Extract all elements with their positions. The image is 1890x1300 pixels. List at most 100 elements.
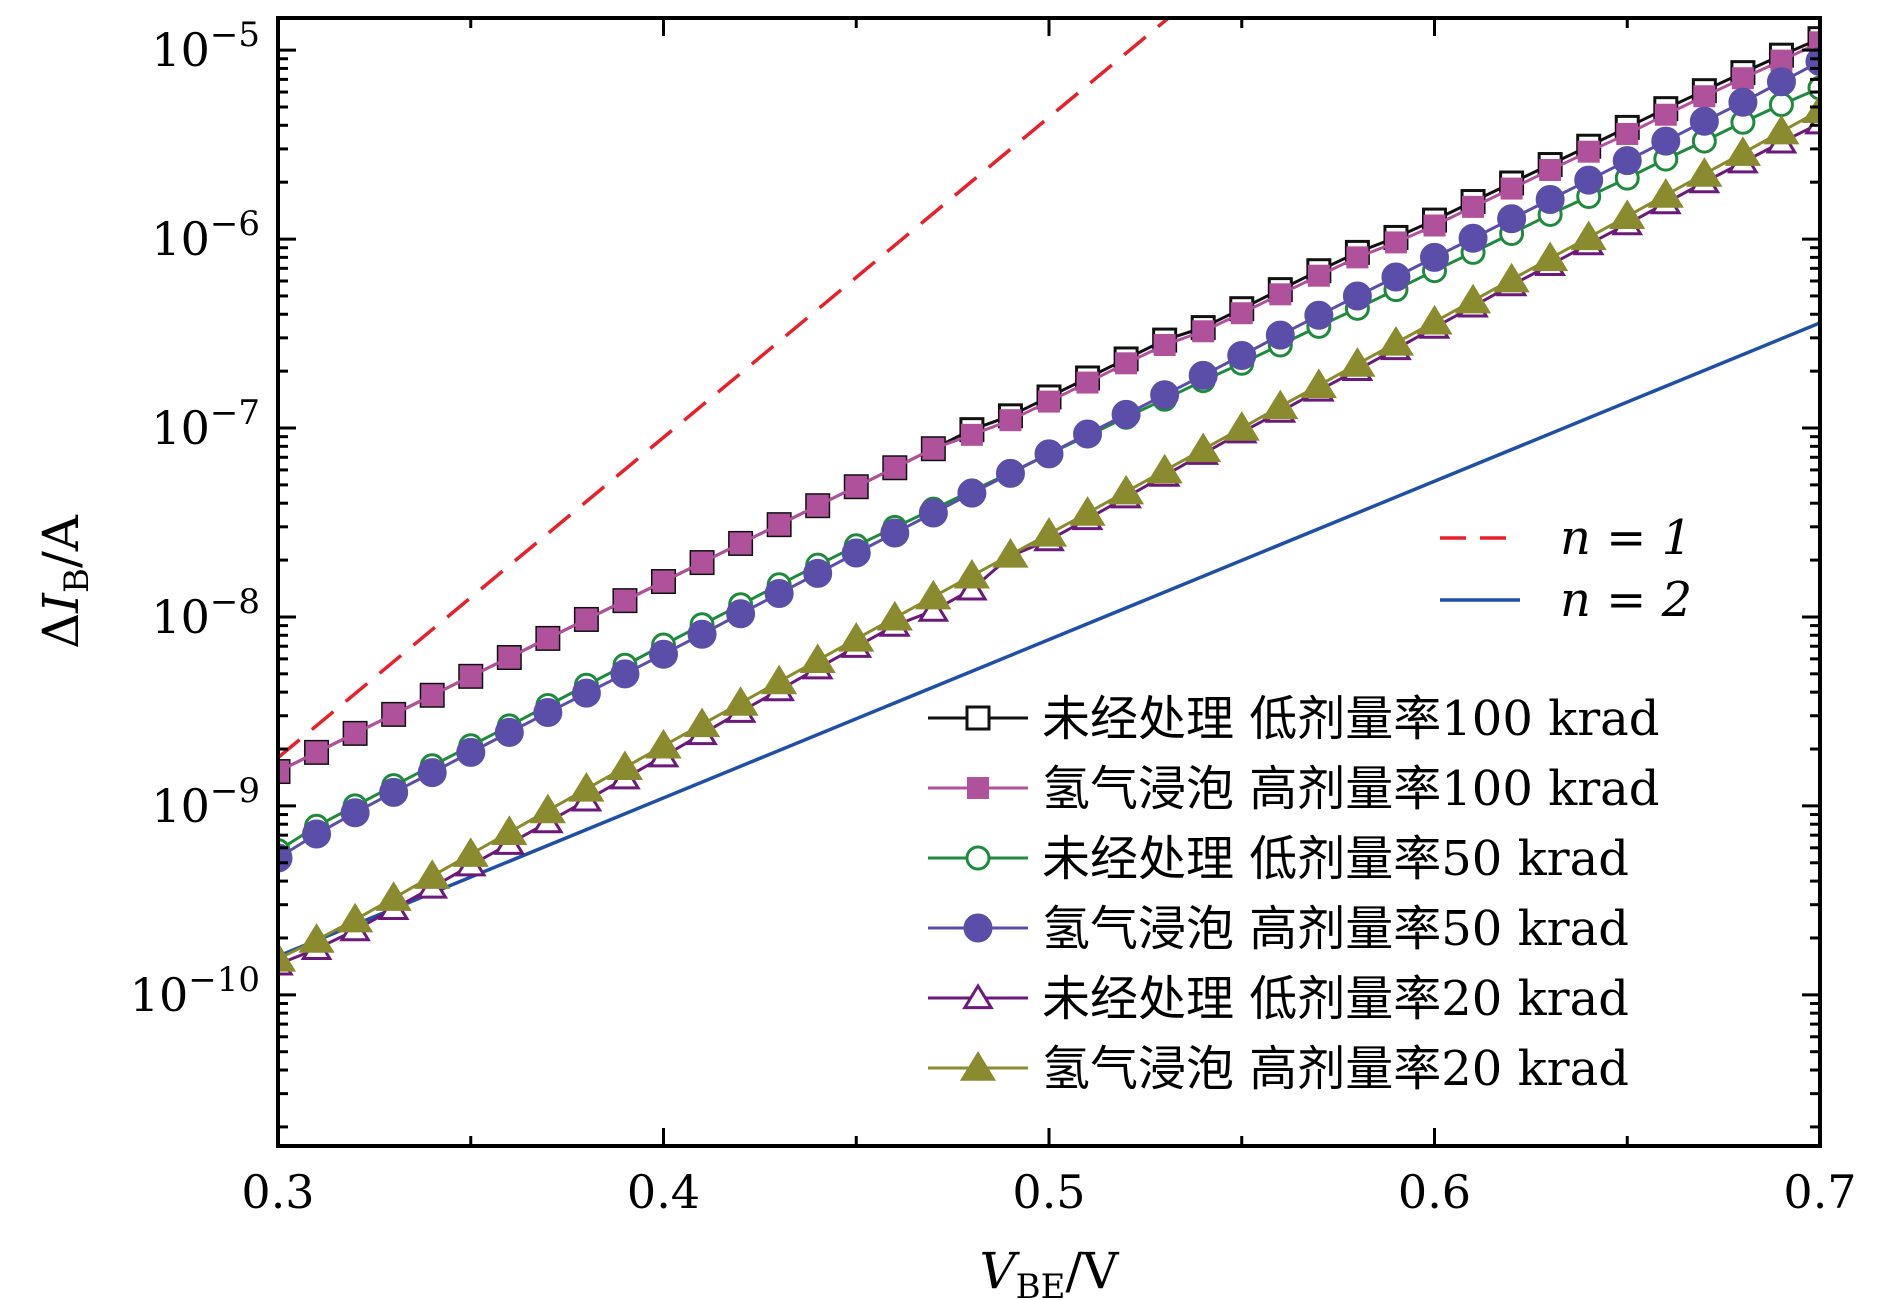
circle-marker: [1768, 92, 1794, 118]
circle-marker: [1227, 340, 1257, 370]
square-marker: [652, 570, 675, 593]
circle-marker: [1342, 281, 1372, 311]
circle-marker: [379, 777, 409, 807]
circle-marker: [494, 717, 524, 747]
circle-marker: [1111, 399, 1141, 429]
square-marker: [421, 684, 444, 707]
square-marker: [1115, 352, 1138, 375]
circle-marker: [649, 639, 678, 669]
triangle-marker: [1339, 347, 1376, 377]
legend-label: 未经处理 低剂量率50 krad: [1042, 831, 1629, 887]
square-marker: [1346, 246, 1369, 269]
axes: 0.3 0.4 0.5 0.6 0.7 10−10 10−9 10−8 10−7 10−6 10−5: [130, 15, 1857, 1219]
circle-marker: [764, 579, 794, 609]
square-marker: [1770, 49, 1793, 72]
circle-marker: [918, 498, 948, 528]
y-tick-label: 10−5: [151, 15, 260, 77]
triangle-marker: [1570, 220, 1607, 251]
legend-entry: 氢气浸泡 高剂量率50 krad: [928, 901, 1629, 957]
square-marker: [922, 437, 945, 460]
square-marker: [459, 665, 482, 688]
circle-marker: [1034, 439, 1064, 469]
reference-legend-label: n = 1: [1560, 510, 1692, 566]
circle-marker: [957, 478, 987, 508]
reference-legend-label: n = 2: [1560, 572, 1692, 628]
triangle-marker: [278, 942, 297, 972]
legend-entry: 未经处理 低剂量率100 krad: [928, 691, 1660, 747]
circle-marker: [1728, 87, 1758, 117]
circle-marker: [1265, 320, 1295, 350]
triangle-marker: [761, 664, 798, 695]
square-marker: [845, 475, 868, 498]
triangle-marker: [1069, 496, 1106, 526]
triangle-marker: [838, 622, 875, 652]
triangle-marker: [876, 600, 913, 631]
square-marker: [1153, 334, 1176, 357]
circle-marker: [1689, 106, 1719, 136]
square-marker: [1192, 320, 1215, 343]
triangle-marker: [1454, 283, 1492, 314]
triangle-marker: [1108, 474, 1145, 505]
triangle-marker: [1223, 411, 1260, 441]
legend-entry: 氢气浸泡 高剂量率100 krad: [928, 761, 1660, 817]
square-marker: [1539, 159, 1562, 182]
circle-marker: [726, 599, 756, 629]
square-marker: [1423, 214, 1446, 237]
triangle-marker: [414, 859, 451, 889]
square-marker: [1616, 122, 1639, 145]
x-tick-label: 0.7: [1783, 1165, 1856, 1219]
y-tick-label: 10−6: [151, 204, 260, 266]
square-marker: [1269, 283, 1292, 306]
circle-marker: [417, 758, 447, 788]
y-tick-label: 10−8: [151, 582, 260, 644]
y-tick-label: 10−7: [151, 393, 260, 455]
legend-label: 未经处理 低剂量率100 krad: [1042, 691, 1660, 747]
circle-marker: [533, 698, 563, 728]
circle-marker: [302, 819, 332, 849]
triangle-marker: [722, 686, 759, 716]
circle-marker: [1458, 223, 1488, 253]
y-axis-title: ΔIB/A: [32, 514, 97, 649]
triangle-marker: [962, 983, 994, 1010]
square-marker: [382, 703, 405, 726]
square-marker: [768, 513, 791, 536]
square-marker: [1731, 67, 1754, 90]
triangle-marker: [1801, 93, 1820, 124]
circle-marker: [340, 798, 370, 828]
series-6: [278, 93, 1820, 972]
triangle-marker: [683, 707, 721, 738]
triangle-marker: [1609, 199, 1646, 229]
triangle-marker: [1763, 114, 1800, 145]
x-tick-label: 0.5: [1012, 1165, 1085, 1219]
circle-marker: [965, 845, 991, 871]
square-marker: [1809, 31, 1820, 54]
square-marker: [965, 705, 991, 731]
square-marker: [344, 722, 367, 745]
triangle-marker: [1493, 262, 1530, 293]
square-marker: [806, 494, 829, 517]
circle-marker: [687, 619, 717, 649]
circle-marker: [1612, 146, 1642, 176]
circle-marker: [278, 843, 293, 873]
circle-marker: [995, 458, 1025, 488]
triangle-marker: [1185, 432, 1222, 463]
reference-legend: n = 1 n = 2: [1440, 510, 1692, 628]
triangle-marker: [1647, 178, 1684, 208]
circle-marker: [1535, 184, 1565, 214]
plot-clip-group: [278, 18, 1820, 976]
legend-entry: 未经处理 低剂量率20 krad: [928, 971, 1629, 1027]
triangle-marker: [1724, 136, 1761, 166]
triangle-marker: [1686, 157, 1723, 187]
square-marker: [305, 741, 328, 764]
square-marker: [613, 589, 636, 612]
triangle-marker: [375, 881, 412, 911]
triangle-marker: [953, 558, 990, 589]
square-marker: [575, 608, 598, 631]
triangle-marker: [452, 837, 489, 867]
x-axis-title: VBE/V: [980, 1242, 1120, 1300]
triangle-marker: [645, 728, 682, 759]
x-tick-label: 0.4: [627, 1165, 700, 1219]
square-marker: [1654, 103, 1677, 126]
circle-marker: [571, 678, 601, 708]
legend-entry: 未经处理 低剂量率50 krad: [928, 831, 1629, 887]
